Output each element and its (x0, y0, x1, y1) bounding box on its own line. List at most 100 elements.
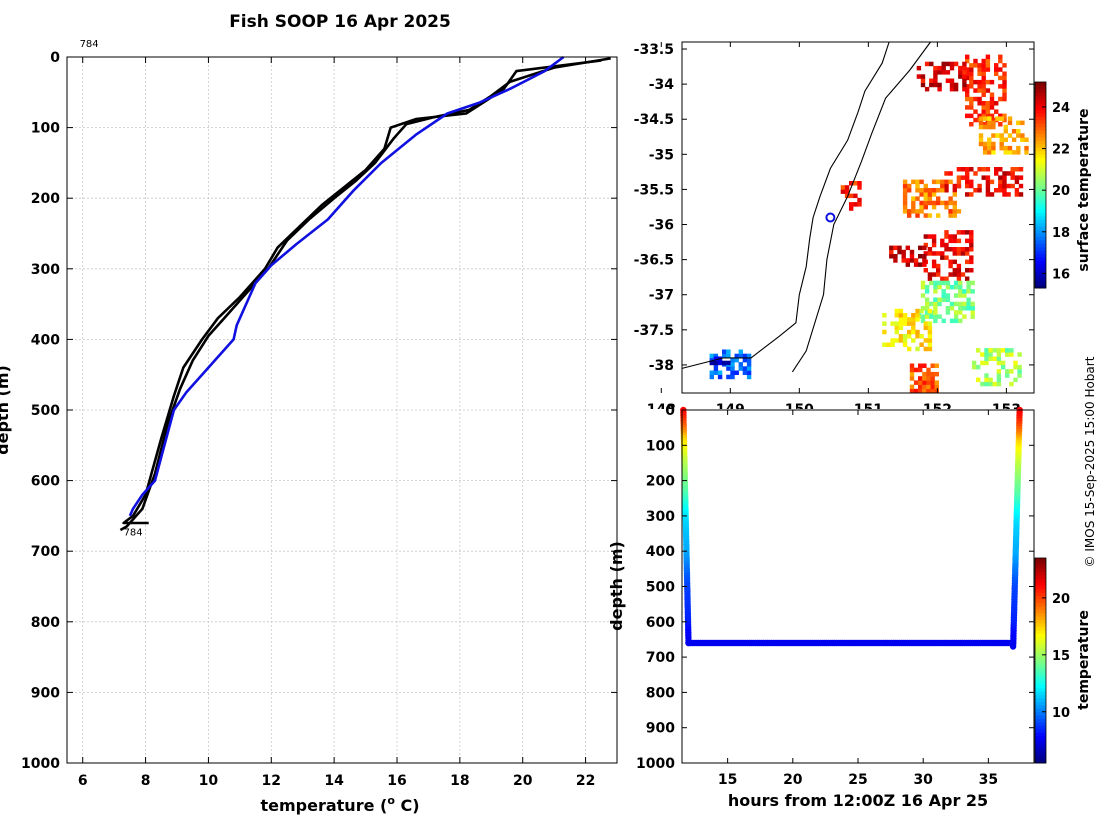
sst-pixel (918, 380, 923, 385)
sst-pixel (970, 289, 975, 294)
profile-plot-area (67, 57, 617, 763)
section-xtick-label-3: 30 (913, 772, 933, 788)
map-ytick-label-7: -37 (649, 288, 674, 304)
sst-pixel (985, 175, 991, 180)
sst-pixel (973, 171, 978, 176)
map-colorbar-cell (1035, 164, 1046, 169)
sst-pixel (973, 109, 978, 114)
sst-pixel (1018, 167, 1024, 172)
sst-pixel (933, 318, 938, 324)
sst-pixel (1002, 188, 1007, 193)
sst-pixel (734, 353, 739, 359)
sst-pixel (940, 276, 945, 281)
sst-pixel (907, 213, 912, 218)
sst-pixel (1002, 79, 1007, 85)
sst-pixel (922, 384, 927, 390)
sst-pixel (945, 297, 951, 302)
sst-pixel (922, 388, 927, 394)
sst-pixel (902, 321, 908, 326)
section-colorbar-cell (1035, 732, 1046, 737)
profile-grid (67, 56, 617, 764)
sst-pixel (985, 58, 991, 64)
sst-pixel (1016, 145, 1021, 151)
map-colorbar-cell (1035, 281, 1046, 286)
sst-pixel (889, 245, 894, 251)
sst-pixel (713, 360, 719, 366)
section-colorbar-cell (1035, 745, 1046, 750)
sst-pixel (738, 366, 743, 371)
sst-pixel (929, 82, 934, 88)
profile-line-cast-2 (119, 57, 611, 532)
sst-pixel (929, 61, 934, 67)
sst-pixel (958, 301, 963, 307)
sst-pixel (949, 306, 955, 311)
sst-pixel (1018, 192, 1024, 197)
section-colorbar-cell (1035, 619, 1046, 624)
sst-pixel (923, 183, 928, 189)
sst-pixel (982, 150, 988, 155)
sst-pixel (965, 230, 970, 235)
sst-pixel (933, 310, 938, 315)
map-colorbar: 16 18 20 22 24 (1034, 81, 1070, 289)
sst-pixel (717, 374, 723, 380)
sst-pixel (742, 357, 748, 363)
sst-pixel (969, 79, 974, 85)
sst-pixel (936, 268, 941, 273)
sst-pixel (958, 70, 963, 75)
sst-pixel (952, 188, 957, 193)
sst-pixel (1018, 175, 1024, 180)
sst-pixel (941, 70, 946, 75)
map-colorbar-cell (1035, 106, 1046, 110)
sst-pixel (989, 101, 995, 106)
sst-pixel (926, 367, 931, 373)
sst-pixel (911, 200, 916, 206)
sst-patch-4 (902, 179, 962, 218)
sst-pixel (989, 79, 995, 85)
sst-pixel (991, 124, 996, 130)
profile-xtick-label-7: 20 (513, 773, 533, 789)
sst-pixel (933, 314, 938, 319)
section-colorbar-cell (1035, 612, 1046, 617)
sst-pixel (893, 258, 898, 263)
sst-pixel (1005, 348, 1010, 353)
sst-pixel (931, 259, 937, 265)
profile-ytick-label-0: 0 (50, 50, 60, 66)
sst-pixel (931, 238, 937, 244)
sst-pixel (893, 245, 898, 251)
sst-pixel (977, 84, 982, 89)
sst-pixel (734, 357, 739, 363)
sst-pixel (1007, 116, 1013, 121)
section-colorbar-cell (1035, 708, 1046, 713)
sst-pixel (989, 117, 995, 123)
map-xtick-label-2: 150 (785, 402, 814, 418)
sst-pixel (948, 238, 953, 244)
sst-pixel (982, 116, 988, 121)
sst-pixel (956, 179, 962, 185)
sst-pixel (722, 360, 727, 366)
sst-pixel (1014, 188, 1020, 193)
map-colorbar-frame (1034, 81, 1047, 289)
sst-pixel (919, 308, 924, 314)
sst-pixel (915, 179, 920, 185)
sst-pixel (905, 245, 910, 251)
section-colorbar-cell (1035, 711, 1046, 716)
sst-pixel (969, 71, 974, 76)
sst-pixel (1002, 192, 1007, 197)
sst-pixel (956, 167, 962, 172)
sst-pixel (927, 196, 933, 201)
section-ytick-label-5: 500 (646, 580, 675, 596)
sst-pixel (1020, 137, 1025, 142)
section-colorbar-cell (1035, 660, 1046, 665)
sst-pixel (722, 349, 727, 354)
sst-pixel (918, 388, 923, 394)
sst-pixel (1002, 71, 1007, 76)
profile-xtick-label-4: 14 (324, 773, 344, 789)
sst-pixel (941, 61, 946, 67)
sst-pixel (937, 301, 942, 307)
sst-pixel (909, 249, 915, 255)
section-colorbar-cell (1035, 694, 1046, 699)
sst-pixel (989, 96, 995, 102)
sst-pixel (913, 367, 919, 373)
sst-pixel (915, 317, 920, 322)
sst-pixel (934, 380, 939, 385)
